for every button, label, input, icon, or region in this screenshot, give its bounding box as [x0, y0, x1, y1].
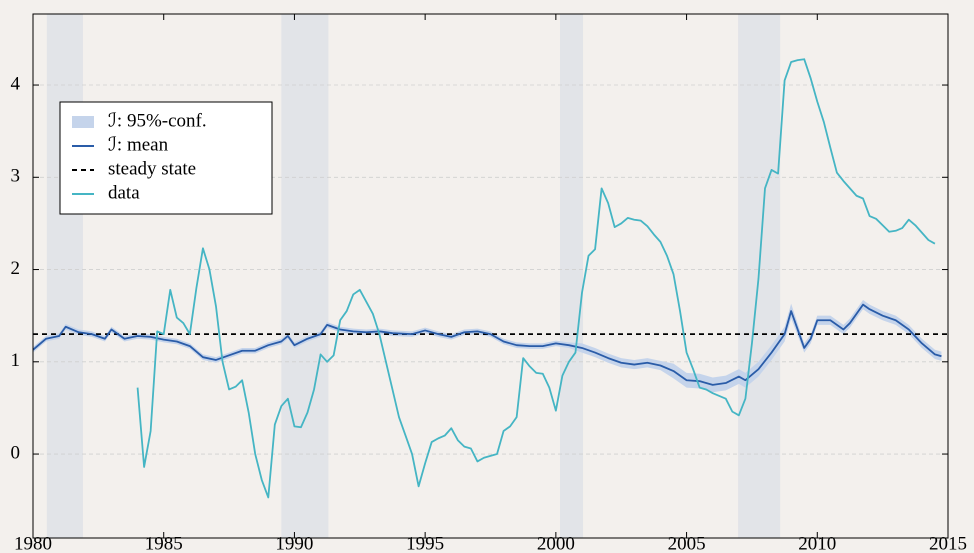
y-tick-label: 4	[11, 73, 21, 94]
legend-label: data	[108, 182, 140, 203]
series-line	[136, 58, 936, 499]
x-tick-label: 2000	[537, 533, 575, 553]
series-line	[32, 303, 942, 386]
plot-frame	[32, 13, 949, 539]
x-tick-label: 1985	[145, 533, 183, 553]
legend-swatch	[72, 116, 94, 128]
legend-label: steady state	[108, 158, 196, 179]
legend-box	[59, 101, 273, 215]
x-tick-label: 1995	[406, 533, 444, 553]
legend-label: ℐ: mean	[108, 134, 169, 155]
y-tick-label: 0	[11, 442, 21, 463]
recession-shade	[46, 14, 83, 538]
x-tick-label: 2005	[668, 533, 706, 553]
x-tick-label: 1990	[275, 533, 313, 553]
y-tick-label: 1	[11, 350, 21, 371]
plot-background	[33, 14, 948, 538]
recession-shade	[281, 14, 329, 538]
y-tick-label: 2	[11, 258, 21, 279]
x-tick-label: 2010	[798, 533, 836, 553]
legend: ℐ: 95%-conf. ℐ: mean steady state data	[59, 101, 273, 215]
y-tick-label: 3	[11, 166, 21, 187]
recession-shade	[560, 14, 584, 538]
legend-label: ℐ: 95%-conf.	[108, 110, 207, 131]
